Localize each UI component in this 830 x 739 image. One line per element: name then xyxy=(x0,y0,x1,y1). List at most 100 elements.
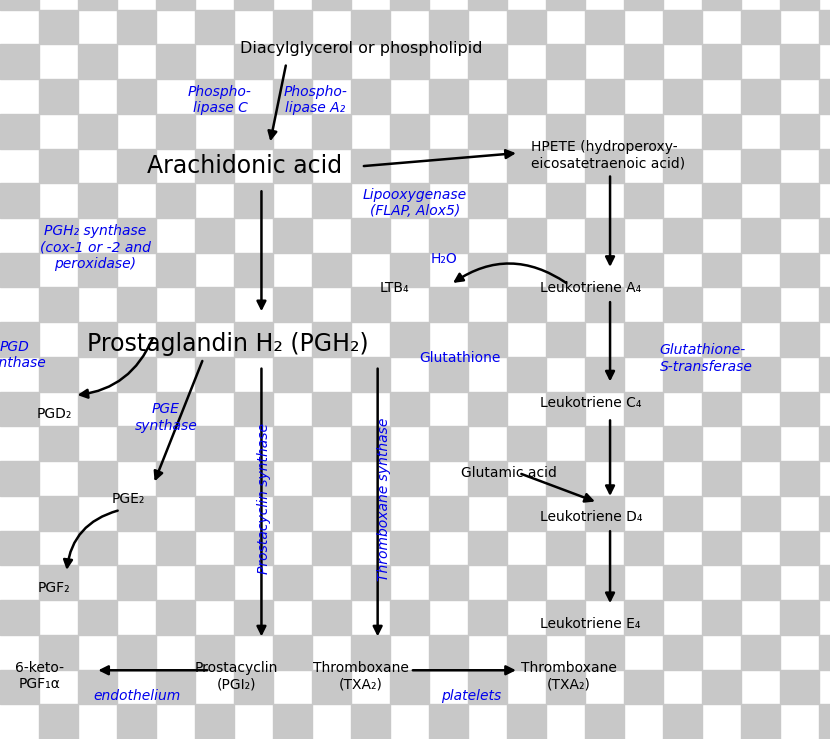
Bar xyxy=(195,635,234,670)
Bar xyxy=(78,114,117,149)
Bar xyxy=(507,287,546,322)
Bar xyxy=(507,635,546,670)
Bar xyxy=(156,600,195,635)
Bar xyxy=(702,531,741,565)
Bar xyxy=(156,114,195,149)
Bar xyxy=(663,565,702,600)
Bar xyxy=(195,426,234,461)
Bar xyxy=(156,670,195,704)
Bar xyxy=(468,114,507,149)
Bar xyxy=(546,183,585,218)
Bar xyxy=(741,10,780,44)
Bar xyxy=(195,496,234,531)
Bar xyxy=(624,183,663,218)
Text: HPETE (hydroperoxy-
eicosatetraenoic acid): HPETE (hydroperoxy- eicosatetraenoic aci… xyxy=(531,140,686,170)
Bar xyxy=(546,44,585,79)
Bar xyxy=(312,392,351,426)
Text: Prostacyclin
(PGI₂): Prostacyclin (PGI₂) xyxy=(195,661,278,691)
Bar xyxy=(156,461,195,496)
Text: Thromboxane
(TXA₂): Thromboxane (TXA₂) xyxy=(313,661,409,691)
Bar xyxy=(117,704,156,739)
Bar xyxy=(585,79,624,114)
Bar xyxy=(273,287,312,322)
Bar xyxy=(0,114,39,149)
Text: Leukotriene E₄: Leukotriene E₄ xyxy=(540,618,640,631)
Bar xyxy=(663,635,702,670)
Text: PGH₂ synthase
(cox-1 or -2 and
peroxidase): PGH₂ synthase (cox-1 or -2 and peroxidas… xyxy=(40,225,151,270)
Bar xyxy=(429,149,468,183)
Bar xyxy=(0,461,39,496)
Bar xyxy=(0,392,39,426)
Text: Leukotriene A₄: Leukotriene A₄ xyxy=(540,282,641,295)
Bar xyxy=(390,0,429,10)
Bar xyxy=(312,44,351,79)
Bar xyxy=(351,79,390,114)
Bar xyxy=(312,253,351,287)
Bar xyxy=(819,149,830,183)
Bar xyxy=(741,79,780,114)
Bar xyxy=(117,10,156,44)
Bar xyxy=(0,253,39,287)
Bar xyxy=(546,392,585,426)
Bar xyxy=(741,218,780,253)
Bar xyxy=(0,531,39,565)
Bar xyxy=(39,218,78,253)
Text: PGD₂: PGD₂ xyxy=(37,407,71,420)
Bar xyxy=(39,565,78,600)
Text: 6-keto-
PGF₁α: 6-keto- PGF₁α xyxy=(15,661,65,691)
Bar xyxy=(117,218,156,253)
Bar xyxy=(0,670,39,704)
Bar xyxy=(351,149,390,183)
Bar xyxy=(312,670,351,704)
Bar xyxy=(117,149,156,183)
Bar xyxy=(312,461,351,496)
Bar xyxy=(117,426,156,461)
Bar xyxy=(468,44,507,79)
Bar xyxy=(429,357,468,392)
Text: PGF₂: PGF₂ xyxy=(37,581,71,594)
Bar xyxy=(507,218,546,253)
Bar xyxy=(663,357,702,392)
Bar xyxy=(780,44,819,79)
Bar xyxy=(390,44,429,79)
Bar xyxy=(0,600,39,635)
Bar xyxy=(156,322,195,357)
Bar xyxy=(234,253,273,287)
Bar xyxy=(741,287,780,322)
Bar xyxy=(468,183,507,218)
Bar xyxy=(819,79,830,114)
Text: H₂O: H₂O xyxy=(431,252,457,265)
Bar xyxy=(624,44,663,79)
Bar xyxy=(780,392,819,426)
Bar xyxy=(702,392,741,426)
Bar xyxy=(429,565,468,600)
Bar xyxy=(585,149,624,183)
Text: endothelium: endothelium xyxy=(93,689,181,703)
Bar xyxy=(819,496,830,531)
Bar xyxy=(819,357,830,392)
Bar xyxy=(39,149,78,183)
Bar xyxy=(39,704,78,739)
Bar xyxy=(702,114,741,149)
Bar xyxy=(234,531,273,565)
Bar xyxy=(507,357,546,392)
Bar xyxy=(273,565,312,600)
Bar xyxy=(507,10,546,44)
Bar xyxy=(351,218,390,253)
Bar xyxy=(195,218,234,253)
Bar xyxy=(702,600,741,635)
Bar xyxy=(468,670,507,704)
Bar xyxy=(390,392,429,426)
Bar xyxy=(117,287,156,322)
Bar xyxy=(39,426,78,461)
Bar xyxy=(351,426,390,461)
Bar xyxy=(78,0,117,10)
Bar xyxy=(195,149,234,183)
Bar xyxy=(429,496,468,531)
Text: Phospho-
lipase A₂: Phospho- lipase A₂ xyxy=(284,85,347,115)
Bar xyxy=(78,253,117,287)
Bar xyxy=(780,183,819,218)
Text: PGE₂: PGE₂ xyxy=(112,492,145,505)
Bar xyxy=(273,704,312,739)
Bar xyxy=(702,322,741,357)
